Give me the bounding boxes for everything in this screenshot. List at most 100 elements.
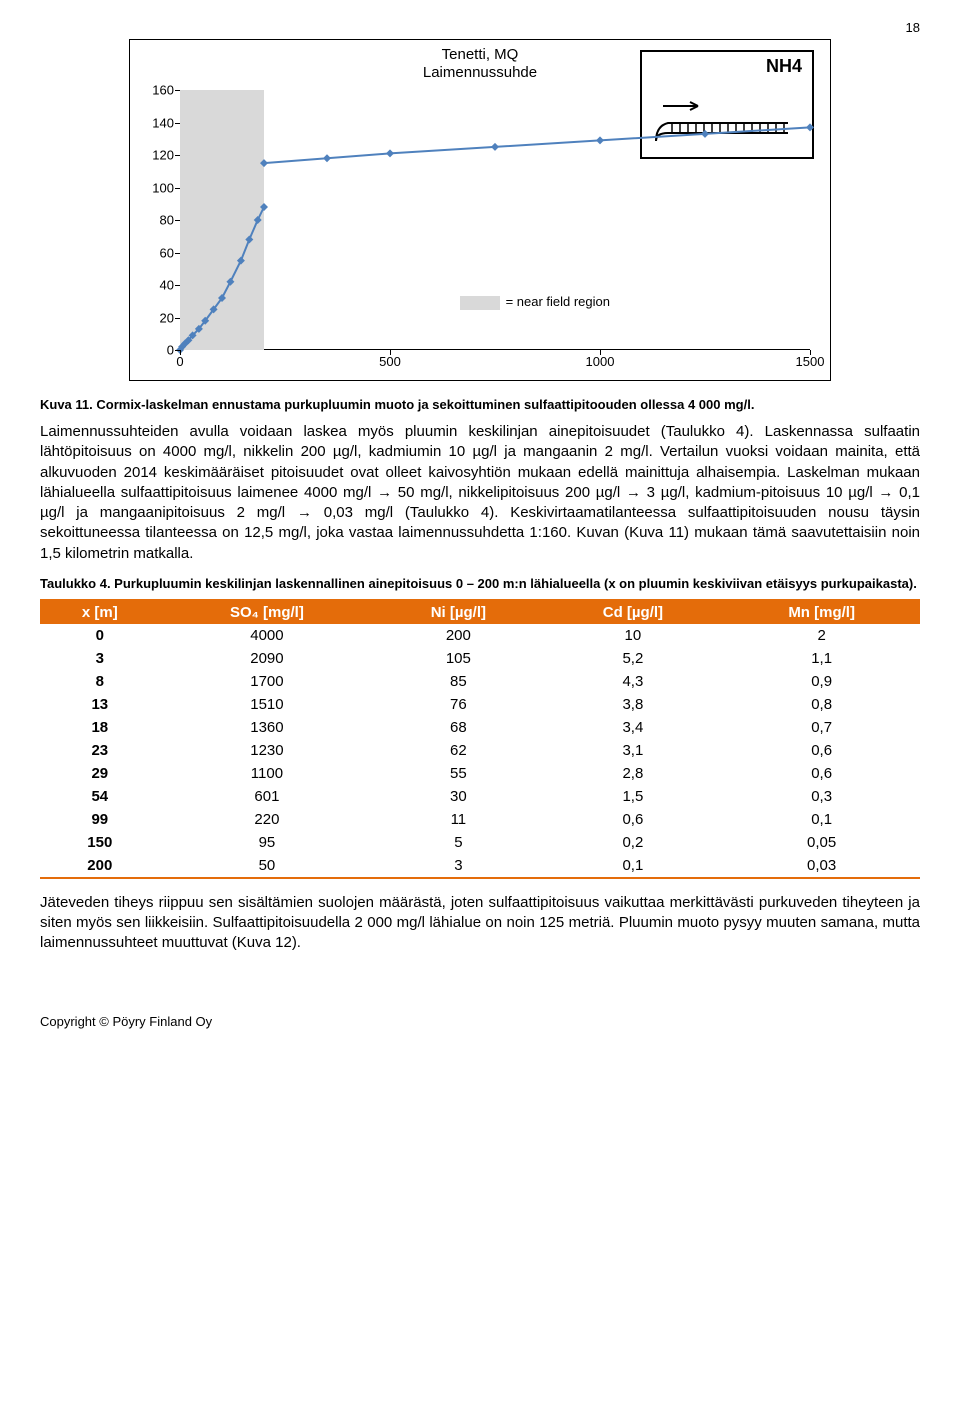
table-cell: 8 <box>40 670 160 693</box>
table-row: 291100552,80,6 <box>40 762 920 785</box>
chart-title-line1: Tenetti, MQ <box>442 46 519 63</box>
table-row: 2005030,10,03 <box>40 854 920 877</box>
table-cell: 0,7 <box>723 716 920 739</box>
table-cell: 95 <box>160 831 375 854</box>
chart-title: Tenetti, MQ Laimennussuhde <box>423 46 537 82</box>
table-cell: 10 <box>543 624 724 647</box>
table-cell: 1230 <box>160 739 375 762</box>
table-cell: 3,1 <box>543 739 724 762</box>
table-row: 81700854,30,9 <box>40 670 920 693</box>
table-cell: 4000 <box>160 624 375 647</box>
table-header-cell: Mn [mg/l] <box>723 601 920 624</box>
table-cell: 55 <box>374 762 542 785</box>
table-cell: 30 <box>374 785 542 808</box>
table-cell: 150 <box>40 831 160 854</box>
ytick-label: 40 <box>160 278 180 293</box>
table-cell: 1100 <box>160 762 375 785</box>
table-row: 99220110,60,1 <box>40 808 920 831</box>
chart-plot-area: 020406080100120140160050010001500 <box>180 90 810 350</box>
table-cell: 1510 <box>160 693 375 716</box>
table-cell: 50 <box>160 854 375 877</box>
table-cell: 1360 <box>160 716 375 739</box>
table-cell: 3 <box>40 647 160 670</box>
table-cell: 18 <box>40 716 160 739</box>
table-cell: 13 <box>40 693 160 716</box>
table-caption: Taulukko 4. Purkupluumin keskilinjan las… <box>40 576 920 591</box>
table-cell: 200 <box>40 854 160 877</box>
table-cell: 3 <box>374 854 542 877</box>
table-cell: 0 <box>40 624 160 647</box>
table-body: 04000200102320901055,21,181700854,30,913… <box>40 624 920 877</box>
data-table: x [m]SO₄ [mg/l]Ni [µg/l]Cd [µg/l]Mn [mg/… <box>40 601 920 877</box>
table-cell: 62 <box>374 739 542 762</box>
xtick-label: 0 <box>176 350 183 369</box>
table-cell: 0,1 <box>723 808 920 831</box>
ytick-label: 120 <box>152 148 180 163</box>
table-cell: 11 <box>374 808 542 831</box>
table-row: 54601301,50,3 <box>40 785 920 808</box>
table-cell: 2090 <box>160 647 375 670</box>
table-cell: 3,4 <box>543 716 724 739</box>
data-table-wrap: x [m]SO₄ [mg/l]Ni [µg/l]Cd [µg/l]Mn [mg/… <box>40 599 920 879</box>
ytick-label: 140 <box>152 115 180 130</box>
table-row: 181360683,40,7 <box>40 716 920 739</box>
ytick-label: 60 <box>160 245 180 260</box>
figure-caption: Kuva 11. Cormix-laskelman ennustama purk… <box>40 397 920 412</box>
table-header-row: x [m]SO₄ [mg/l]Ni [µg/l]Cd [µg/l]Mn [mg/… <box>40 601 920 624</box>
table-header-cell: x [m] <box>40 601 160 624</box>
table-cell: 2,8 <box>543 762 724 785</box>
table-header-cell: Cd [µg/l] <box>543 601 724 624</box>
table-cell: 200 <box>374 624 542 647</box>
table-row: 1509550,20,05 <box>40 831 920 854</box>
table-cell: 1700 <box>160 670 375 693</box>
table-cell: 85 <box>374 670 542 693</box>
table-cell: 3,8 <box>543 693 724 716</box>
table-cell: 105 <box>374 647 542 670</box>
table-row: 231230623,10,6 <box>40 739 920 762</box>
table-cell: 1,5 <box>543 785 724 808</box>
table-cell: 0,6 <box>543 808 724 831</box>
xtick-label: 1500 <box>796 350 825 369</box>
table-cell: 601 <box>160 785 375 808</box>
table-cell: 0,6 <box>723 739 920 762</box>
xtick-label: 500 <box>379 350 401 369</box>
table-header-cell: Ni [µg/l] <box>374 601 542 624</box>
paragraph-1: Laimennussuhteiden avulla voidaan laskea… <box>40 422 920 564</box>
table-cell: 5 <box>374 831 542 854</box>
table-row: 320901055,21,1 <box>40 647 920 670</box>
table-cell: 0,3 <box>723 785 920 808</box>
table-cell: 54 <box>40 785 160 808</box>
table-cell: 0,2 <box>543 831 724 854</box>
table-row: 131510763,80,8 <box>40 693 920 716</box>
table-cell: 23 <box>40 739 160 762</box>
table-cell: 76 <box>374 693 542 716</box>
table-cell: 0,03 <box>723 854 920 877</box>
ytick-label: 20 <box>160 310 180 325</box>
table-cell: 4,3 <box>543 670 724 693</box>
table-cell: 0,05 <box>723 831 920 854</box>
table-cell: 99 <box>40 808 160 831</box>
table-cell: 29 <box>40 762 160 785</box>
table-row: 04000200102 <box>40 624 920 647</box>
chart-line-svg <box>180 90 810 350</box>
chart-container: Tenetti, MQ Laimennussuhde NH4 = near fi… <box>129 39 831 381</box>
table-cell: 5,2 <box>543 647 724 670</box>
table-cell: 0,9 <box>723 670 920 693</box>
chart-title-line2: Laimennussuhde <box>423 64 537 81</box>
xtick-label: 1000 <box>586 350 615 369</box>
ytick-label: 80 <box>160 213 180 228</box>
table-cell: 68 <box>374 716 542 739</box>
page-number: 18 <box>40 20 920 35</box>
nh4-label: NH4 <box>766 56 802 77</box>
table-cell: 2 <box>723 624 920 647</box>
table-header-cell: SO₄ [mg/l] <box>160 601 375 624</box>
table-cell: 0,6 <box>723 762 920 785</box>
paragraph-2: Jäteveden tiheys riippuu sen sisältämien… <box>40 893 920 954</box>
table-cell: 0,1 <box>543 854 724 877</box>
ytick-label: 160 <box>152 83 180 98</box>
table-cell: 1,1 <box>723 647 920 670</box>
table-cell: 0,8 <box>723 693 920 716</box>
table-cell: 220 <box>160 808 375 831</box>
ytick-label: 100 <box>152 180 180 195</box>
footer-copyright: Copyright © Pöyry Finland Oy <box>40 1014 920 1029</box>
